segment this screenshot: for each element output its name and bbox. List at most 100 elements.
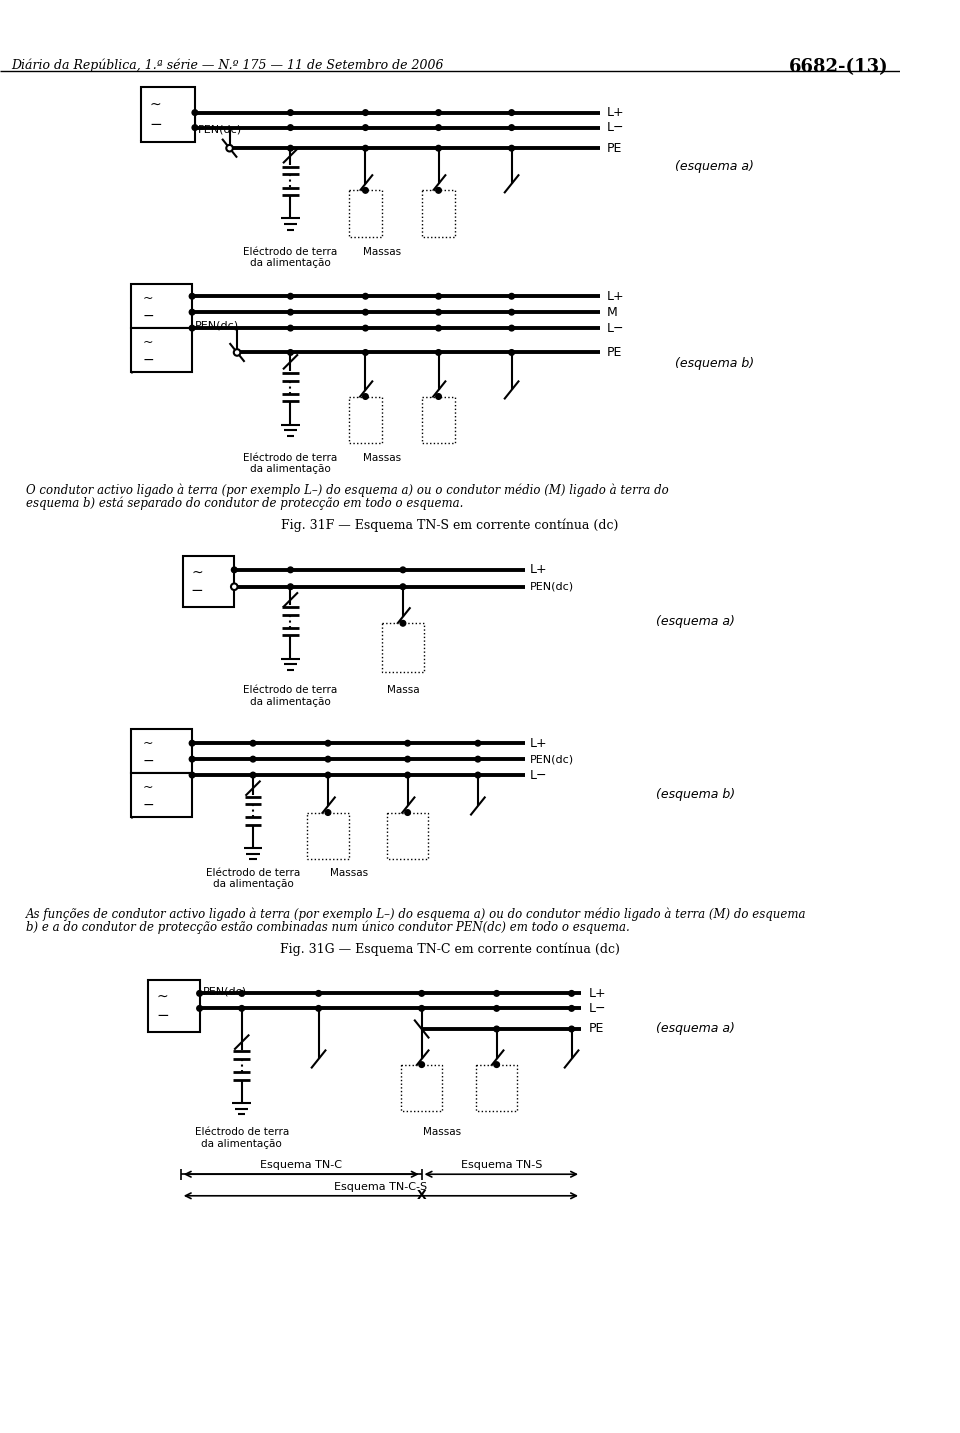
Circle shape xyxy=(436,145,442,150)
Text: L−: L− xyxy=(529,768,547,781)
Circle shape xyxy=(316,990,322,996)
Text: PEN(dc): PEN(dc) xyxy=(195,321,239,330)
Circle shape xyxy=(288,310,294,315)
Circle shape xyxy=(363,145,369,150)
Text: L+: L+ xyxy=(529,737,547,749)
Text: ~: ~ xyxy=(143,292,154,305)
Bar xyxy=(348,397,382,443)
Circle shape xyxy=(400,620,406,626)
Bar xyxy=(132,284,192,328)
Text: PE: PE xyxy=(588,1023,604,1036)
Circle shape xyxy=(405,757,411,762)
Bar xyxy=(132,729,192,774)
Circle shape xyxy=(288,325,294,331)
Text: Eléctrodo de terra
da alimentação: Eléctrodo de terra da alimentação xyxy=(205,868,300,890)
Circle shape xyxy=(325,810,331,815)
Text: Fig. 31G — Esquema TN-C em corrente contínua (dc): Fig. 31G — Esquema TN-C em corrente cont… xyxy=(279,943,620,956)
Circle shape xyxy=(189,772,195,778)
Circle shape xyxy=(436,188,442,193)
Circle shape xyxy=(197,1006,203,1012)
Circle shape xyxy=(568,1026,574,1032)
Circle shape xyxy=(251,757,255,762)
Text: ~: ~ xyxy=(143,737,154,749)
Text: X: X xyxy=(417,1189,426,1202)
Text: Massas: Massas xyxy=(363,453,401,463)
Circle shape xyxy=(436,310,442,315)
Circle shape xyxy=(363,110,369,116)
Bar xyxy=(148,980,200,1032)
Circle shape xyxy=(316,1006,322,1012)
Circle shape xyxy=(363,294,369,299)
Circle shape xyxy=(493,1026,499,1032)
Text: ~: ~ xyxy=(191,565,203,579)
Bar xyxy=(382,623,423,672)
Circle shape xyxy=(234,350,240,355)
Circle shape xyxy=(189,325,195,331)
Text: O condutor activo ligado à terra (por exemplo L–) do esquema a) ou o condutor mé: O condutor activo ligado à terra (por ex… xyxy=(26,484,669,497)
Circle shape xyxy=(509,110,515,116)
Circle shape xyxy=(363,350,369,355)
Text: Massa: Massa xyxy=(387,685,420,695)
Text: PEN(dc): PEN(dc) xyxy=(203,986,247,996)
Text: Eléctrodo de terra
da alimentação: Eléctrodo de terra da alimentação xyxy=(243,246,338,268)
Text: (esquema a): (esquema a) xyxy=(656,615,734,628)
Circle shape xyxy=(363,310,369,315)
Circle shape xyxy=(288,567,294,573)
Circle shape xyxy=(419,1006,424,1012)
Circle shape xyxy=(189,757,195,762)
Text: −: − xyxy=(142,308,154,322)
Circle shape xyxy=(231,567,237,573)
Text: PEN(dc): PEN(dc) xyxy=(198,125,242,135)
Circle shape xyxy=(363,125,369,130)
Text: ~: ~ xyxy=(156,990,168,1003)
Bar xyxy=(140,87,195,142)
Circle shape xyxy=(419,1062,424,1068)
Text: −: − xyxy=(142,798,154,813)
Text: Esquema TN-C-S: Esquema TN-C-S xyxy=(334,1182,427,1192)
Bar xyxy=(348,191,382,238)
Text: Massas: Massas xyxy=(329,868,368,878)
Text: −: − xyxy=(142,353,154,367)
Circle shape xyxy=(325,757,331,762)
Circle shape xyxy=(189,310,195,315)
Circle shape xyxy=(251,772,255,778)
Circle shape xyxy=(400,567,406,573)
Text: L+: L+ xyxy=(588,987,606,1000)
Circle shape xyxy=(192,110,198,116)
Circle shape xyxy=(405,810,411,815)
Circle shape xyxy=(400,583,406,589)
Circle shape xyxy=(436,294,442,299)
Circle shape xyxy=(197,990,203,996)
Circle shape xyxy=(493,1062,499,1068)
Text: (esquema a): (esquema a) xyxy=(675,160,754,173)
Text: Esquema TN-C: Esquema TN-C xyxy=(260,1161,342,1171)
Text: ~: ~ xyxy=(143,335,154,348)
Text: −: − xyxy=(156,1007,169,1023)
Circle shape xyxy=(436,325,442,331)
Circle shape xyxy=(509,325,515,331)
Text: (esquema a): (esquema a) xyxy=(656,1023,734,1036)
Circle shape xyxy=(363,325,369,331)
Text: L+: L+ xyxy=(607,106,625,119)
Text: Eléctrodo de terra
da alimentação: Eléctrodo de terra da alimentação xyxy=(195,1128,289,1149)
Circle shape xyxy=(509,125,515,130)
Text: Massas: Massas xyxy=(423,1128,462,1138)
Text: Eléctrodo de terra
da alimentação: Eléctrodo de terra da alimentação xyxy=(243,685,338,706)
Text: b) e a do condutor de protecção estão combinadas num único condutor PEN(dc) em t: b) e a do condutor de protecção estão co… xyxy=(26,920,630,934)
Circle shape xyxy=(493,1006,499,1012)
Text: (esquema b): (esquema b) xyxy=(675,357,754,370)
Text: As funções de condutor activo ligado à terra (por exemplo L–) do esquema a) ou d: As funções de condutor activo ligado à t… xyxy=(26,907,806,920)
Circle shape xyxy=(189,741,195,747)
Circle shape xyxy=(419,990,424,996)
Text: Eléctrodo de terra
da alimentação: Eléctrodo de terra da alimentação xyxy=(243,453,338,474)
Bar xyxy=(401,1065,443,1112)
Bar xyxy=(307,813,348,860)
Text: Fig. 31F — Esquema TN-S em corrente contínua (dc): Fig. 31F — Esquema TN-S em corrente cont… xyxy=(281,519,618,532)
Circle shape xyxy=(288,110,294,116)
Text: ~: ~ xyxy=(143,781,154,794)
Circle shape xyxy=(192,125,198,130)
Bar xyxy=(132,774,192,817)
Text: PE: PE xyxy=(607,345,623,360)
Circle shape xyxy=(405,772,411,778)
Text: L+: L+ xyxy=(529,563,547,576)
